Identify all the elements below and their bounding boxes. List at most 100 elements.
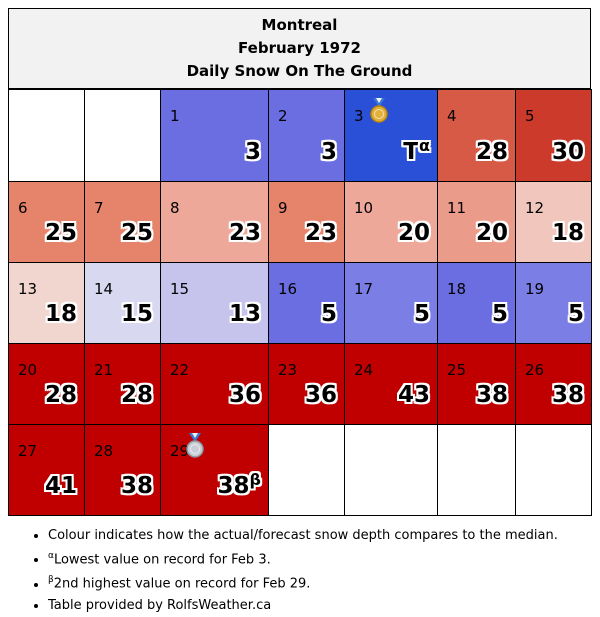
calendar-header: Montreal February 1972 Daily Snow On The… bbox=[8, 8, 591, 89]
note-credit: Table provided by RolfsWeather.ca bbox=[48, 595, 558, 616]
day-number: 22 bbox=[170, 361, 190, 379]
day-cell: 21 28 bbox=[84, 343, 161, 425]
snow-depth-value: 3 bbox=[244, 139, 261, 165]
snow-depth-value: 15 bbox=[120, 301, 153, 327]
snow-depth-value: 25 bbox=[44, 220, 77, 246]
empty-day-cell bbox=[515, 424, 592, 516]
note-alpha: αLowest value on record for Feb 3. bbox=[48, 546, 558, 570]
snow-depth-value: 38 bbox=[551, 382, 584, 408]
day-cell: 20 28 bbox=[8, 343, 85, 425]
day-number: 24 bbox=[354, 361, 374, 379]
day-number: 17 bbox=[354, 280, 374, 298]
day-number: 10 bbox=[354, 199, 374, 217]
calendar-grid: 1 3 2 3 3 Tα 4 28 5 30 6 25 7 25 8 23 9 23 10 20 11 20 12 18 13 1… bbox=[8, 89, 592, 516]
calendar-week-row: 13 18 14 15 15 13 16 5 17 5 18 5 19 5 bbox=[8, 262, 592, 344]
gold-medal-icon bbox=[370, 98, 388, 123]
empty-day-cell bbox=[268, 424, 345, 516]
snow-depth-value: 23 bbox=[304, 220, 337, 246]
day-cell: 28 38 bbox=[84, 424, 161, 516]
day-number: 18 bbox=[447, 280, 467, 298]
day-cell: 9 23 bbox=[268, 181, 345, 263]
snow-depth-value: 41 bbox=[44, 473, 77, 499]
day-number: 8 bbox=[170, 199, 180, 217]
day-number: 7 bbox=[94, 199, 104, 217]
day-cell: 26 38 bbox=[515, 343, 592, 425]
day-cell: 29 38β bbox=[160, 424, 269, 516]
calendar-week-row: 6 25 7 25 8 23 9 23 10 20 11 20 12 18 bbox=[8, 181, 592, 263]
snow-depth-value: 28 bbox=[120, 382, 153, 408]
day-cell: 11 20 bbox=[437, 181, 516, 263]
day-number: 9 bbox=[278, 199, 288, 217]
snow-depth-value: 36 bbox=[304, 382, 337, 408]
day-number: 1 bbox=[170, 107, 180, 125]
snow-depth-value: 18 bbox=[44, 301, 77, 327]
day-cell: 8 23 bbox=[160, 181, 269, 263]
snow-depth-value: 38β bbox=[217, 470, 261, 499]
snow-depth-value: 28 bbox=[44, 382, 77, 408]
snow-depth-value: 36 bbox=[228, 382, 261, 408]
snow-depth-value: 25 bbox=[120, 220, 153, 246]
silver-medal-icon bbox=[186, 433, 204, 458]
snow-depth-value: 23 bbox=[228, 220, 261, 246]
note-colour: Colour indicates how the actual/forecast… bbox=[48, 525, 558, 546]
day-number: 2 bbox=[278, 107, 288, 125]
day-number: 5 bbox=[525, 107, 535, 125]
snow-depth-value: 43 bbox=[397, 382, 430, 408]
day-number: 23 bbox=[278, 361, 298, 379]
day-cell: 17 5 bbox=[344, 262, 438, 344]
day-number: 15 bbox=[170, 280, 190, 298]
calendar-week-row: 20 28 21 28 22 36 23 36 24 43 25 38 26 38 bbox=[8, 343, 592, 425]
day-number: 6 bbox=[18, 199, 28, 217]
empty-day-cell bbox=[8, 89, 85, 182]
day-number: 12 bbox=[525, 199, 545, 217]
notes-list: Colour indicates how the actual/forecast… bbox=[30, 525, 558, 616]
day-number: 20 bbox=[18, 361, 38, 379]
day-cell: 18 5 bbox=[437, 262, 516, 344]
snow-depth-value: 18 bbox=[551, 220, 584, 246]
snow-depth-value: 5 bbox=[567, 301, 584, 327]
day-number: 21 bbox=[94, 361, 114, 379]
day-cell: 5 30 bbox=[515, 89, 592, 182]
record-marker: β bbox=[249, 470, 261, 489]
record-marker: α bbox=[419, 136, 430, 155]
day-cell: 22 36 bbox=[160, 343, 269, 425]
day-cell: 10 20 bbox=[344, 181, 438, 263]
calendar-week-row: 27 41 28 38 29 38β bbox=[8, 424, 592, 516]
day-number: 25 bbox=[447, 361, 467, 379]
empty-day-cell bbox=[344, 424, 438, 516]
day-cell: 13 18 bbox=[8, 262, 85, 344]
day-cell: 23 36 bbox=[268, 343, 345, 425]
day-cell: 19 5 bbox=[515, 262, 592, 344]
snow-depth-value: 30 bbox=[551, 139, 584, 165]
snow-depth-value: 5 bbox=[320, 301, 337, 327]
city-title: Montreal bbox=[261, 16, 338, 34]
calendar-subtitle: Daily Snow On The Ground bbox=[186, 62, 413, 80]
day-cell: 25 38 bbox=[437, 343, 516, 425]
day-number: 13 bbox=[18, 280, 38, 298]
day-cell: 14 15 bbox=[84, 262, 161, 344]
snow-depth-value: 5 bbox=[491, 301, 508, 327]
empty-day-cell bbox=[84, 89, 161, 182]
day-number: 27 bbox=[18, 442, 38, 460]
day-number: 26 bbox=[525, 361, 545, 379]
calendar-week-row: 1 3 2 3 3 Tα 4 28 5 30 bbox=[8, 89, 592, 182]
day-cell: 12 18 bbox=[515, 181, 592, 263]
snow-depth-value: 38 bbox=[475, 382, 508, 408]
snow-depth-value: Tα bbox=[403, 136, 430, 165]
note-beta: β2nd highest value on record for Feb 29. bbox=[48, 570, 558, 594]
snow-depth-value: 20 bbox=[397, 220, 430, 246]
snow-depth-value: 5 bbox=[413, 301, 430, 327]
day-cell: 15 13 bbox=[160, 262, 269, 344]
snow-depth-value: 13 bbox=[228, 301, 261, 327]
day-number: 14 bbox=[94, 280, 114, 298]
day-cell: 24 43 bbox=[344, 343, 438, 425]
month-title: February 1972 bbox=[238, 39, 361, 57]
empty-day-cell bbox=[437, 424, 516, 516]
day-number: 29 bbox=[170, 442, 190, 460]
snow-depth-value: 20 bbox=[475, 220, 508, 246]
snow-depth-value: 28 bbox=[475, 139, 508, 165]
day-cell: 27 41 bbox=[8, 424, 85, 516]
day-cell: 7 25 bbox=[84, 181, 161, 263]
